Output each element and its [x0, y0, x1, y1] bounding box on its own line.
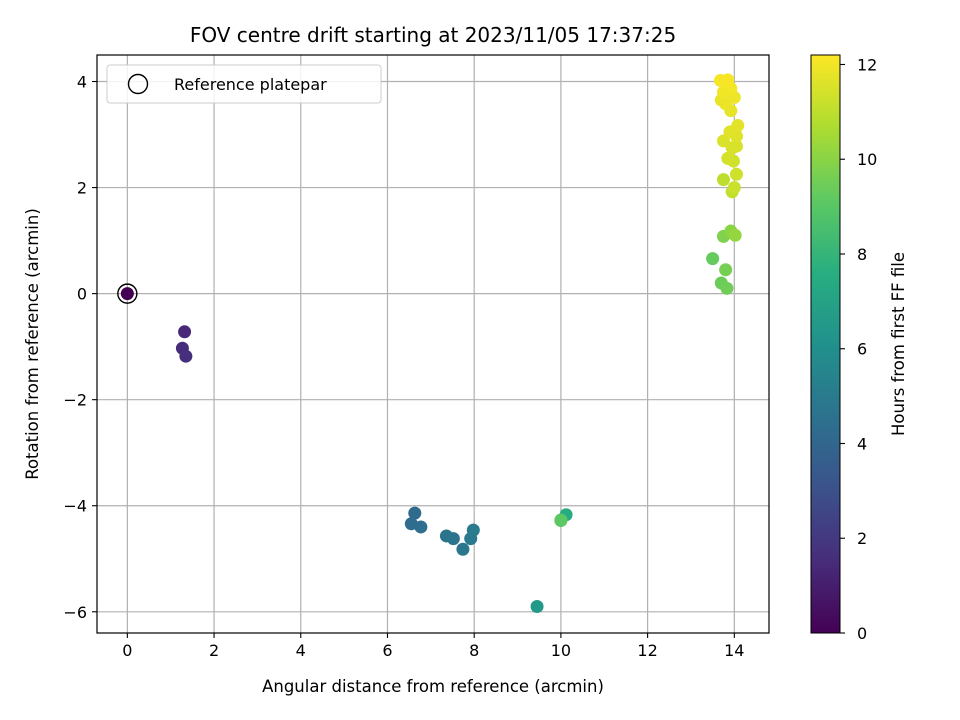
x-tick-label: 14 — [724, 641, 744, 660]
colorbar-tick-label: 4 — [857, 434, 867, 453]
data-point — [729, 139, 743, 153]
colorbar-tick-label: 6 — [857, 340, 867, 359]
x-tick-label: 0 — [122, 641, 132, 660]
colorbar-tick-label: 10 — [857, 150, 877, 169]
y-tick-label: 4 — [77, 73, 87, 92]
colorbar-label: Hours from first FF file — [889, 252, 908, 436]
data-point — [721, 73, 735, 87]
data-point — [179, 349, 193, 363]
data-point — [414, 520, 428, 534]
data-point — [466, 523, 480, 537]
x-tick-label: 4 — [296, 641, 306, 660]
data-point — [731, 119, 745, 133]
x-tick-label: 10 — [551, 641, 571, 660]
data-point — [456, 542, 470, 556]
data-point — [716, 173, 730, 187]
x-axis-ticks: 0 2 4 6 8 10 12 14 — [122, 633, 744, 660]
y-axis-ticks: 4 2 0 −2 −4 −6 — [63, 73, 97, 622]
plot-frame — [96, 54, 770, 634]
data-points — [120, 73, 745, 613]
reference-marker — [117, 283, 138, 304]
grid-lines — [97, 55, 769, 633]
legend-box — [106, 64, 382, 104]
data-point — [178, 325, 192, 339]
data-point — [719, 263, 733, 277]
data-point — [120, 287, 134, 301]
data-point — [716, 134, 730, 148]
data-point — [728, 228, 742, 242]
data-point — [446, 532, 460, 546]
colorbar-tick-label: 12 — [857, 55, 877, 74]
data-point — [554, 514, 568, 528]
data-point — [720, 281, 734, 295]
x-axis-label: Angular distance from reference (arcmin) — [262, 677, 604, 696]
x-tick-label: 6 — [382, 641, 392, 660]
y-tick-label: 0 — [77, 285, 87, 304]
colorbar-ticks: 0 2 4 6 8 10 12 — [840, 55, 877, 643]
legend: Reference platepar — [106, 64, 382, 104]
colorbar-tick-label: 8 — [857, 245, 867, 264]
data-point — [408, 506, 422, 520]
y-tick-label: −4 — [63, 497, 87, 516]
data-point — [727, 181, 741, 195]
reference-point — [117, 283, 138, 304]
chart-title: FOV centre drift starting at 2023/11/05 … — [190, 23, 676, 47]
y-tick-label: 2 — [77, 179, 87, 198]
y-tick-label: −6 — [63, 603, 87, 622]
x-tick-label: 2 — [209, 641, 219, 660]
x-tick-label: 8 — [469, 641, 479, 660]
data-point — [706, 252, 720, 266]
data-point — [530, 599, 544, 613]
colorbar — [810, 54, 841, 634]
y-axis-label: Rotation from reference (arcmin) — [23, 208, 42, 480]
legend-entry: Reference platepar — [174, 75, 327, 94]
y-tick-label: −2 — [63, 391, 87, 410]
colorbar-tick-label: 0 — [857, 624, 867, 643]
data-point — [721, 151, 735, 165]
x-tick-label: 12 — [637, 641, 657, 660]
data-point — [729, 167, 743, 181]
colorbar-tick-label: 2 — [857, 529, 867, 548]
legend-marker — [127, 73, 149, 95]
